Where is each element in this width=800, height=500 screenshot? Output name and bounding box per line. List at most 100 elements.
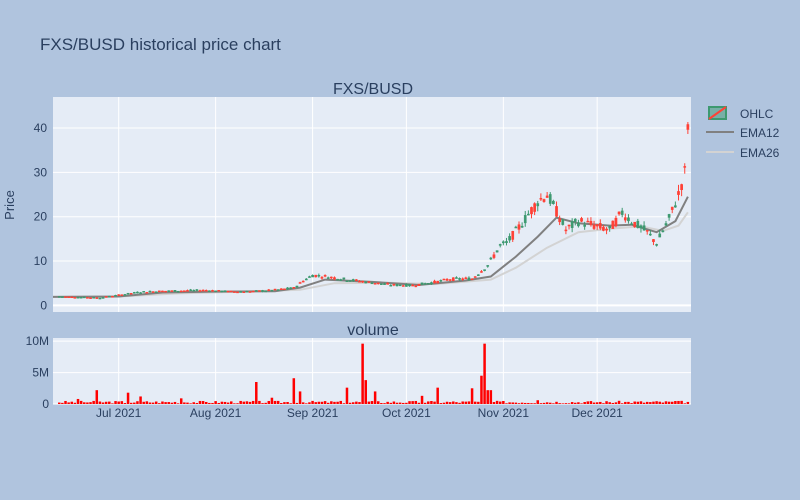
candle-body	[686, 124, 690, 130]
volume-bar	[233, 403, 236, 404]
volume-bar	[211, 402, 214, 404]
volume-bar	[230, 401, 233, 404]
candle-body	[358, 281, 361, 283]
volume-bar	[577, 402, 580, 404]
volume-bar	[79, 400, 83, 404]
volume-bar	[364, 380, 367, 404]
candle-body	[539, 198, 543, 200]
candle-body	[279, 288, 283, 290]
volume-subplot-title: volume	[347, 322, 399, 339]
candle-body	[486, 265, 490, 267]
volume-bar	[367, 401, 371, 404]
volume-bar	[129, 402, 133, 404]
volume-bar	[330, 401, 333, 404]
candle-body	[433, 280, 436, 284]
volume-bar	[273, 400, 277, 404]
candle-body	[645, 230, 649, 232]
candle-body	[680, 184, 683, 191]
candle-body	[154, 291, 158, 293]
candle-body	[101, 297, 105, 299]
volume-bar	[539, 403, 543, 404]
candle-body	[264, 290, 268, 293]
volume-bar	[183, 402, 186, 404]
candle-body	[580, 218, 583, 222]
volume-bar	[680, 400, 683, 404]
candle-body	[283, 288, 286, 291]
volume-bar	[439, 403, 443, 404]
volume-bar	[511, 402, 514, 404]
volume-bar	[270, 397, 274, 404]
volume-bar	[292, 378, 296, 404]
candle-body	[192, 289, 196, 292]
volume-bar	[436, 387, 439, 404]
volume-bar	[480, 375, 483, 404]
candle-body	[211, 290, 214, 292]
candle-body	[201, 289, 205, 292]
volume-bar	[89, 402, 92, 404]
volume-bar	[286, 401, 289, 404]
volume-bar	[645, 401, 649, 404]
volume-bar	[326, 402, 330, 404]
volume-bar	[361, 343, 364, 404]
page-title: FXS/BUSD historical price chart	[40, 35, 281, 54]
volume-tick-label: 5M	[32, 366, 49, 380]
candle-body	[389, 284, 393, 287]
volume-bar	[383, 403, 386, 404]
candle-body	[132, 292, 136, 294]
volume-bar	[355, 401, 358, 404]
volume-bar	[201, 401, 205, 404]
volume-bar	[542, 402, 546, 404]
candle-body	[298, 282, 302, 284]
legend[interactable]: OHLC EMA12 EMA26	[706, 106, 780, 160]
volume-bar	[179, 398, 183, 404]
candle-body	[602, 226, 605, 231]
volume-bar	[442, 402, 446, 404]
volume-bar	[283, 402, 286, 404]
candle-body	[214, 290, 217, 293]
legend-item-ema26[interactable]: EMA26	[706, 146, 780, 160]
volume-bar	[599, 401, 602, 404]
volume-bar	[630, 403, 633, 404]
volume-bar	[245, 401, 249, 404]
candle-body	[339, 279, 343, 281]
candle-body	[483, 269, 486, 271]
candle-body	[145, 292, 149, 294]
price-tick-label: 40	[34, 121, 48, 135]
candle-body	[520, 225, 524, 228]
legend-item-ohlc[interactable]: OHLC	[708, 106, 774, 121]
volume-bar	[595, 402, 599, 404]
candle-body	[470, 278, 474, 281]
volume-bar	[386, 401, 389, 404]
candle-body	[164, 290, 167, 293]
volume-bar	[345, 387, 349, 404]
volume-bar	[251, 400, 255, 404]
candle-body	[317, 275, 321, 277]
legend-item-ema12[interactable]: EMA12	[706, 126, 780, 140]
candle-body	[67, 296, 70, 298]
candle-body	[461, 278, 465, 280]
candle-body	[430, 282, 433, 285]
volume-bar	[123, 403, 127, 404]
candle-body	[117, 294, 121, 296]
volume-bar	[430, 401, 433, 404]
candle-body	[445, 279, 449, 281]
candle-body	[236, 291, 239, 294]
candle-body	[598, 223, 602, 229]
candle-body	[664, 223, 668, 226]
volume-bar	[633, 401, 636, 404]
volume-bar	[473, 401, 477, 404]
candle-body	[511, 231, 515, 240]
volume-bar	[148, 402, 152, 404]
volume-bar	[592, 402, 596, 404]
candle-body	[502, 241, 505, 244]
candle-body	[561, 219, 565, 225]
volume-bar	[464, 401, 468, 404]
candle-body	[667, 214, 671, 218]
candle-body	[86, 297, 89, 299]
volume-bar	[580, 403, 583, 404]
volume-bar	[586, 401, 590, 404]
volume-bar	[61, 402, 64, 404]
candle-body	[426, 283, 430, 285]
volume-bar	[564, 403, 568, 404]
candle-body	[567, 224, 571, 227]
